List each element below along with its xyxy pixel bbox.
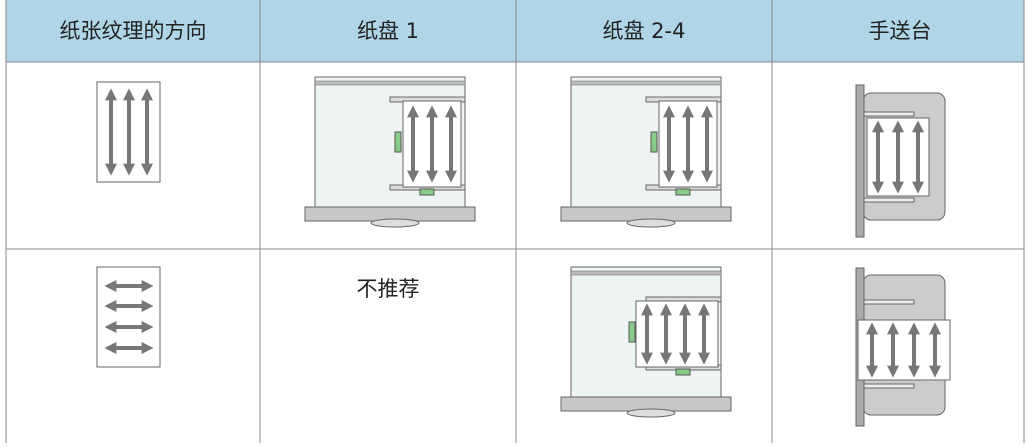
cell-text: 不推荐	[357, 277, 420, 301]
tray1-icon	[305, 77, 475, 227]
paper-long-grain	[96, 81, 161, 183]
bypass-wide-icon	[855, 267, 951, 427]
bypass-icon	[855, 84, 946, 238]
tray2-icon	[561, 77, 731, 227]
header-cell: 手送台	[869, 19, 932, 43]
header-cell: 纸盘 1	[357, 19, 419, 43]
header-bg	[6, 0, 1024, 62]
tray2-wide-icon	[561, 267, 731, 417]
paper-short-grain	[96, 266, 161, 368]
header-cell: 纸张纹理的方向	[60, 19, 207, 43]
header-cell: 纸盘 2-4	[603, 19, 686, 43]
